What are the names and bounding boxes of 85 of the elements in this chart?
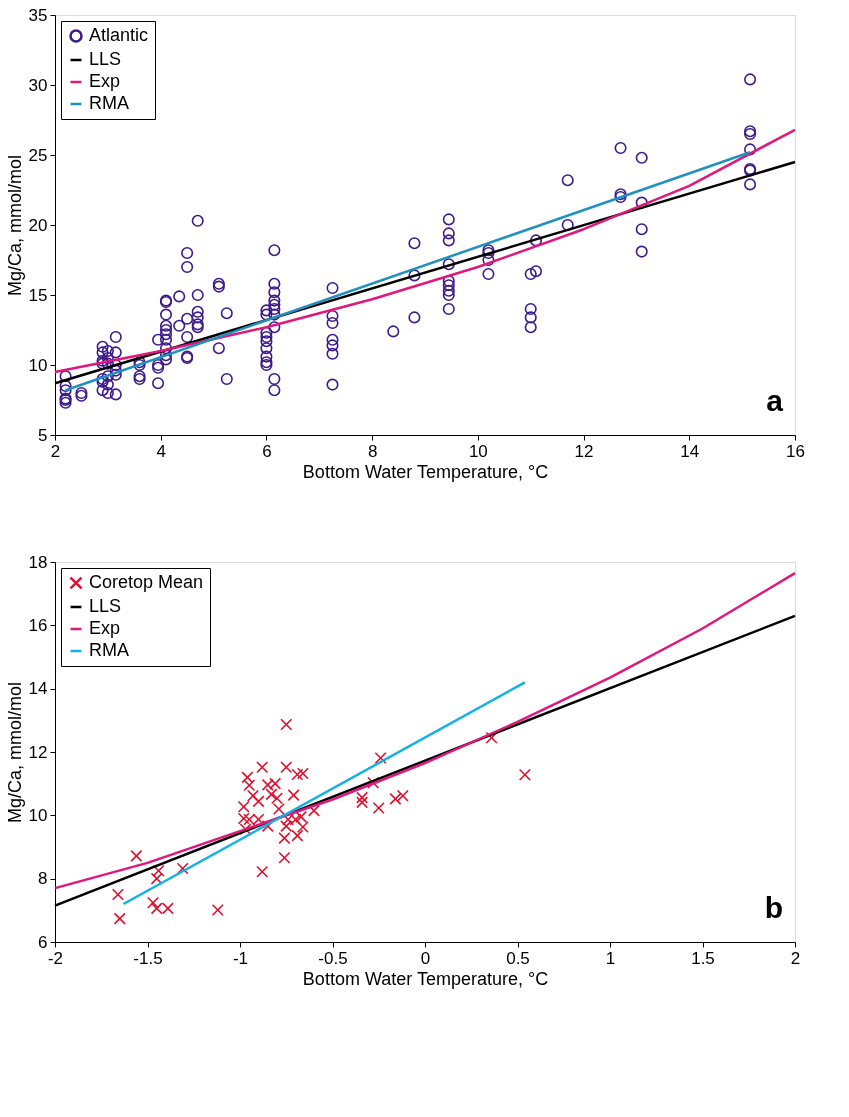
legend-label: Exp	[89, 71, 121, 91]
point	[265, 788, 278, 801]
point	[272, 802, 285, 816]
annotation: b	[764, 891, 783, 924]
x-tick-label: 2	[790, 948, 801, 968]
point	[296, 767, 309, 780]
y-tick-label: 5	[38, 425, 48, 445]
point	[252, 795, 265, 808]
point	[270, 792, 284, 805]
point	[246, 789, 259, 802]
x-tick-label: -1	[232, 948, 249, 968]
x-tick-label: -2	[47, 948, 64, 968]
point	[389, 792, 402, 805]
point	[243, 779, 256, 792]
point	[307, 804, 321, 817]
x-axis-title: Bottom Water Temperature, °C	[302, 461, 549, 482]
line-series	[53, 571, 797, 890]
point	[356, 791, 369, 804]
point	[176, 862, 189, 875]
y-tick-label: 35	[28, 5, 48, 25]
x-tick-label: 14	[680, 441, 700, 461]
x-tick-label: 12	[574, 441, 594, 461]
point	[296, 821, 309, 834]
point	[374, 751, 387, 765]
legend-label: LLS	[89, 596, 122, 616]
x-tick-label: 1.5	[691, 948, 715, 968]
point	[256, 761, 269, 774]
y-tick-label: 16	[28, 615, 48, 635]
x-tick-label: 10	[468, 441, 488, 461]
point	[152, 864, 165, 877]
point	[150, 872, 163, 885]
point	[518, 768, 531, 781]
point	[291, 768, 304, 781]
point	[372, 802, 385, 815]
point	[287, 789, 300, 802]
point	[367, 776, 380, 789]
point	[237, 800, 250, 813]
y-tick-label: 6	[38, 932, 48, 952]
x-tick-label: 2	[50, 441, 61, 461]
legend-label: Exp	[89, 618, 121, 638]
x-tick-label: 16	[786, 441, 805, 461]
point	[130, 849, 143, 862]
point	[237, 812, 250, 825]
y-axis-title: Mg/Ca, mmol/mol	[4, 681, 25, 824]
y-axis-title: Mg/Ca, mmol/mol	[4, 154, 25, 297]
point	[485, 731, 498, 744]
legend-label: Coretop Mean	[89, 572, 204, 592]
x-axis-title: Bottom Water Temperature, °C	[302, 968, 549, 989]
point	[241, 771, 254, 784]
legend-label: Atlantic	[89, 25, 149, 45]
point	[256, 865, 269, 878]
x-tick-label: -1.5	[133, 948, 163, 968]
y-tick-label: 30	[28, 75, 48, 95]
legend-label: RMA	[89, 93, 129, 113]
point	[239, 823, 252, 836]
y-tick-label: 12	[28, 742, 48, 762]
x-tick-label: 6	[262, 441, 272, 461]
point	[280, 718, 293, 731]
x-tick-label: -0.5	[318, 948, 348, 968]
x-tick-label: 8	[367, 441, 378, 461]
y-tick-label: 10	[28, 805, 48, 825]
point	[396, 789, 409, 802]
y-tick-label: 20	[28, 215, 48, 235]
point	[147, 896, 160, 909]
y-tick-label: 10	[28, 355, 48, 375]
x-tick-label: 0.5	[506, 948, 530, 968]
line-series	[53, 128, 797, 374]
point	[113, 912, 126, 925]
y-tick-label: 14	[28, 679, 48, 699]
annotation: a	[766, 384, 784, 417]
y-tick-label: 8	[38, 869, 48, 889]
y-tick-label: 18	[28, 552, 48, 572]
point	[280, 820, 293, 833]
x-tick-label: 1	[605, 948, 616, 968]
point	[111, 888, 124, 901]
point	[356, 796, 369, 809]
y-tick-label: 25	[28, 145, 48, 165]
point	[211, 903, 224, 917]
point	[278, 851, 291, 864]
y-tick-label: 15	[28, 285, 48, 305]
x-tick-label: 0	[420, 948, 431, 968]
point	[280, 761, 293, 774]
x-tick-label: 4	[156, 441, 166, 461]
legend-label: LLS	[89, 49, 122, 69]
legend-label: RMA	[89, 640, 129, 660]
